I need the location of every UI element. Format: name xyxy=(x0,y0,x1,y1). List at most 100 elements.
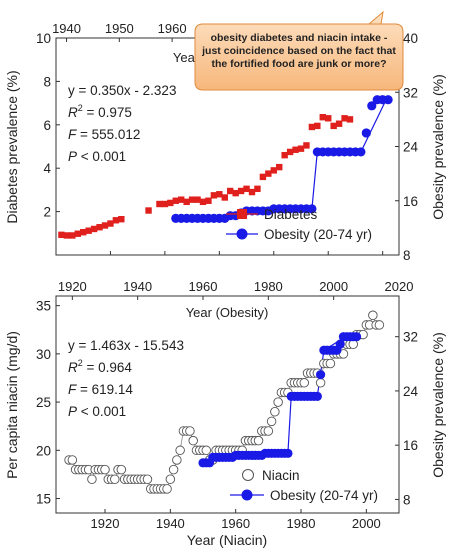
diabetes-point xyxy=(194,196,201,203)
y-right-tick-label: 40 xyxy=(403,31,418,46)
diabetes-point xyxy=(221,194,228,201)
obesity-yr-point xyxy=(312,391,322,401)
diabetes-point xyxy=(335,120,343,127)
niacin-point xyxy=(299,378,310,388)
x-top-tick-label: 2000 xyxy=(319,279,348,294)
diabetes-point xyxy=(232,189,239,197)
bottom-axes: 1920 1940 1960 1980 2000 1920 1940 1960 1980 2000… xyxy=(36,279,419,531)
x-top-tick-label: 2020 xyxy=(385,279,414,294)
niacin-point xyxy=(67,455,78,465)
niacin-point xyxy=(172,455,182,465)
bottom-legend: Niacin Obesity (20-74 yr) xyxy=(230,468,378,503)
niacin-point xyxy=(185,426,195,436)
callout-bubble xyxy=(194,10,404,91)
diabetes-point xyxy=(188,196,196,203)
obesity-yr-point xyxy=(367,101,377,111)
y-left-tick-label: 25 xyxy=(36,395,51,410)
top-stat-p: P < 0.001 xyxy=(68,149,126,164)
top-y-left-label: Diabetes prevalence (%) xyxy=(4,70,20,223)
y-left-tick-label: 2 xyxy=(43,205,51,220)
y-right-tick-label: 8 xyxy=(403,248,411,263)
top-legend: Diabetes Obesity (20-74 yr) xyxy=(226,207,372,242)
diabetes-point xyxy=(58,231,65,239)
obesity-yr-point xyxy=(335,339,345,349)
top-stat-f: F = 555.012 xyxy=(68,127,140,142)
bottom-chart: 1920 1940 1960 1980 2000 1920 1940 1960 1980 2000… xyxy=(4,279,446,548)
legend-diabetes-label: Diabetes xyxy=(264,207,318,222)
y-right-tick-label: 32 xyxy=(403,330,418,345)
niacin-point xyxy=(142,474,153,484)
legend-obesity-label: Obesity (20-74 yr) xyxy=(264,227,372,242)
x-top-tick-label: 1920 xyxy=(58,279,87,294)
bottom-marks xyxy=(64,310,385,494)
y-left-tick-label: 20 xyxy=(36,443,51,458)
niacin-point xyxy=(100,464,110,475)
diabetes-point xyxy=(69,232,76,239)
x-top-tick-label: 1940 xyxy=(52,21,81,36)
diabetes-point xyxy=(248,188,256,196)
bottom-stat-p: P < 0.001 xyxy=(68,404,126,419)
diabetes-point xyxy=(178,196,185,203)
y-left-tick-label: 6 xyxy=(43,118,51,133)
x-top-tick-label: 1960 xyxy=(189,279,218,294)
diabetes-point xyxy=(330,122,337,130)
diabetes-point xyxy=(286,148,294,156)
diabetes-point xyxy=(199,198,207,206)
top-y-right-label: Obesity prevalence (%) xyxy=(430,74,446,220)
obesity-yr-point xyxy=(351,332,362,342)
niacin-point xyxy=(87,474,97,484)
top-marks xyxy=(58,95,393,239)
obesity-yr-point xyxy=(307,204,317,214)
diabetes-point xyxy=(156,200,163,208)
diabetes-point xyxy=(85,227,92,234)
niacin-point xyxy=(368,310,378,321)
niacin-point xyxy=(325,358,336,369)
legend-obesity2-label: Obesity (20-74 yr) xyxy=(270,488,378,503)
niacin-point xyxy=(273,397,283,407)
x-top-tick-label: 1980 xyxy=(254,279,283,294)
diabetes-point xyxy=(172,197,179,204)
x-bottom-tick-label: 1960 xyxy=(221,516,250,531)
y-right-tick-label: 16 xyxy=(403,438,418,453)
y-left-tick-label: 35 xyxy=(36,299,51,314)
diabetes-point xyxy=(227,187,234,195)
legend-obesity-marker xyxy=(236,228,248,240)
diabetes-point xyxy=(216,191,223,198)
niacin-point xyxy=(374,320,385,330)
diabetes-point xyxy=(346,116,354,123)
bottom-stats: y = 1.463x - 15.543 R2 = 0.964 F = 619.1… xyxy=(68,338,184,419)
y-right-tick-label: 8 xyxy=(403,492,411,507)
y-left-tick-label: 15 xyxy=(36,492,51,507)
diabetes-point xyxy=(101,222,109,229)
y-right-tick-label: 32 xyxy=(403,85,418,100)
callout-text: obesity diabetes and niacin intake - jus… xyxy=(202,32,396,70)
niacin-point xyxy=(162,484,172,494)
x-top-tick-label: 1950 xyxy=(105,21,134,36)
x-top-tick-label: 1960 xyxy=(158,21,187,36)
y-left-tick-label: 4 xyxy=(43,161,51,176)
top-stat-equation: y = 0.350x - 2.323 xyxy=(68,83,176,98)
diabetes-point xyxy=(96,224,103,231)
y-right-tick-label: 24 xyxy=(403,384,419,399)
niacin-point xyxy=(263,426,274,436)
niacin-point xyxy=(188,435,198,446)
y-right-tick-label: 16 xyxy=(403,194,418,209)
bottom-stat-equation: y = 1.463x - 15.543 xyxy=(68,338,184,353)
bottom-stat-r2: R2 = 0.964 xyxy=(68,358,132,375)
obesity-yr-point xyxy=(361,128,371,138)
x-bottom-tick-label: 1940 xyxy=(156,516,185,531)
diabetes-point xyxy=(314,122,321,130)
obesity-yr-point xyxy=(383,95,393,105)
diabetes-point xyxy=(80,229,87,236)
diabetes-point xyxy=(265,170,272,177)
niacin-point xyxy=(201,445,212,456)
diabetes-point xyxy=(63,232,71,239)
diabetes-point xyxy=(325,115,332,122)
x-top-tick-label: 1940 xyxy=(123,279,152,294)
diabetes-point xyxy=(90,225,98,233)
diabetes-point xyxy=(259,173,267,181)
niacin-point xyxy=(168,464,179,475)
y-left-tick-label: 10 xyxy=(36,31,51,46)
bottom-x-top-label: Year (Obesity) xyxy=(186,305,269,320)
diabetes-point xyxy=(237,187,245,195)
